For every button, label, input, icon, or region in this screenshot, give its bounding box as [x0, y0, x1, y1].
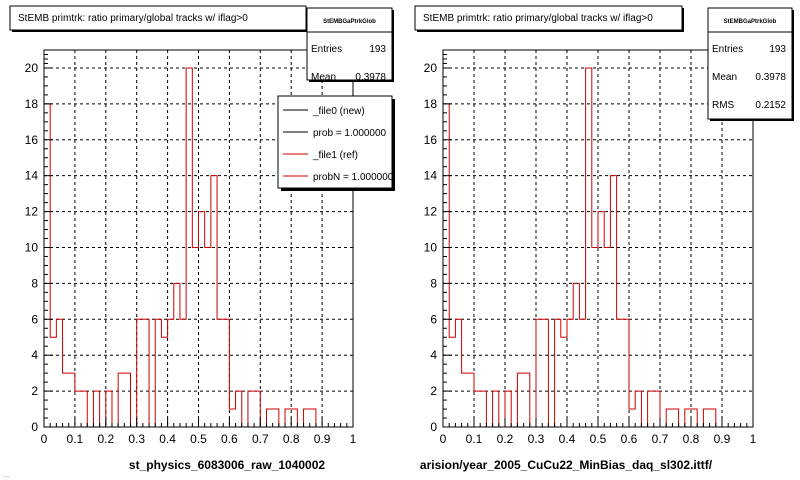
x-tick-label: 0.8: [283, 432, 300, 446]
y-tick-label: 0: [430, 420, 437, 434]
y-tick-label: 14: [25, 169, 39, 183]
x-tick-label: 0.3: [128, 432, 145, 446]
histogram-series: [442, 67, 753, 428]
x-tick-label: 0: [41, 432, 48, 446]
x-tick-label: 0.3: [528, 432, 545, 446]
y-tick-label: 10: [424, 240, 438, 254]
y-tick-label: 2: [430, 384, 437, 398]
stats-label: Entries: [712, 44, 743, 55]
stats-label: RMS: [712, 100, 735, 111]
stats-value: 193: [369, 44, 386, 55]
y-tick-label: 12: [424, 205, 438, 219]
x-tick-label: 0.6: [221, 432, 238, 446]
y-tick-label: 4: [430, 348, 437, 362]
stats-label: Mean: [311, 72, 336, 83]
y-tick-label: 18: [25, 97, 39, 111]
stats-value: 193: [769, 44, 786, 55]
chart-panel-2: 0 0.1 0.2 0.3 0.4 0.5 0.6 0.7 0.8 0.9 102468101214…: [414, 5, 794, 472]
chart-title: StEMB primtrk: ratio primary/global trac…: [18, 13, 248, 24]
x-tick-label: 0.7: [652, 432, 669, 446]
x-tick-label: 0.2: [97, 432, 114, 446]
y-tick-label: 6: [430, 312, 437, 326]
x-tick-label: 0.1: [67, 432, 84, 446]
x-tick-label: 0.7: [252, 432, 269, 446]
x-tick-label: 0.5: [190, 432, 207, 446]
title-box: [414, 5, 683, 31]
legend-label: _file1 (ref): [312, 150, 358, 161]
x-axis-label: st_physics_6083006_raw_1040002: [129, 458, 325, 472]
chart-panel-1: 0 0.1 0.2 0.3 0.4 0.5 0.6 0.7 0.8 0.9 102468101214…: [9, 5, 395, 472]
y-tick-label: 12: [25, 205, 39, 219]
y-tick-label: 20: [25, 61, 39, 75]
x-tick-label: 0: [440, 432, 447, 446]
y-tick-label: 0: [31, 420, 38, 434]
stats-title: StEMBGaPtrkGlob: [724, 19, 777, 25]
y-tick-label: 6: [31, 312, 38, 326]
y-tick-label: 18: [424, 97, 438, 111]
x-tick-label: 1: [750, 432, 757, 446]
y-tick-label: 4: [31, 348, 38, 362]
stats-box: [707, 7, 793, 120]
legend-label: _file0 (new): [312, 106, 365, 117]
x-tick-label: 0.9: [314, 432, 331, 446]
y-tick-label: 2: [31, 384, 38, 398]
x-tick-label: 0.6: [621, 432, 638, 446]
y-tick-label: 16: [424, 133, 438, 147]
x-tick-label: 0.1: [466, 432, 483, 446]
x-axis-label: arision/year_2005_CuCu22_MinBias_daq_sl3…: [420, 458, 713, 472]
legend-label: probN = 1.000000: [313, 172, 394, 183]
footer-timestamp: ...: [4, 473, 9, 479]
stats-value: 0.3978: [355, 72, 386, 83]
x-tick-label: 0.9: [714, 432, 731, 446]
y-tick-label: 14: [424, 169, 438, 183]
x-tick-label: 0.8: [683, 432, 700, 446]
stats-value: 0.3978: [755, 72, 786, 83]
x-tick-label: 0.2: [497, 432, 514, 446]
y-tick-label: 10: [25, 240, 39, 254]
stats-label: Mean: [712, 72, 737, 83]
y-tick-label: 16: [25, 133, 39, 147]
legend-box: [277, 95, 393, 189]
stats-value: 0.2152: [755, 100, 786, 111]
y-tick-label: 20: [424, 61, 438, 75]
title-box: [9, 5, 307, 31]
y-tick-label: 8: [31, 276, 38, 290]
x-tick-label: 0.4: [559, 432, 576, 446]
y-tick-label: 8: [430, 276, 437, 290]
stats-title: StEMBGaPtrkGlob: [323, 19, 376, 25]
x-tick-label: 0.4: [159, 432, 176, 446]
stats-label: Entries: [311, 44, 342, 55]
x-tick-label: 0.5: [590, 432, 607, 446]
legend-label: prob = 1.000000: [313, 128, 387, 139]
stats-box: [306, 7, 393, 81]
legend: _file0 (new) prob = 1.000000 _file1 (ref) p…: [283, 106, 394, 183]
x-tick-label: 1: [350, 432, 357, 446]
histogram-series: [43, 67, 353, 428]
chart-title: StEMB primtrk: ratio primary/global trac…: [423, 13, 653, 24]
